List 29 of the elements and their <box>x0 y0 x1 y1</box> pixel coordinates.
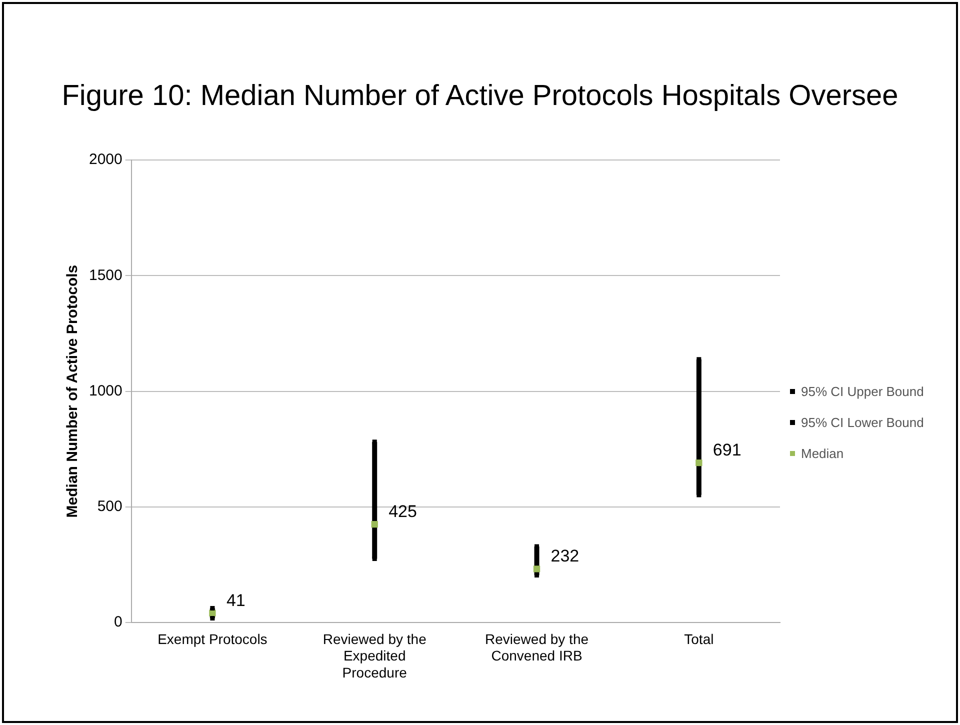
point <box>372 556 377 562</box>
point <box>696 357 702 362</box>
point <box>533 566 540 572</box>
point <box>372 440 377 444</box>
y-tick-label: 500 <box>97 498 122 516</box>
point <box>371 520 378 528</box>
data-label: 232 <box>550 546 580 566</box>
x-tick-label: Exempt Protocols <box>158 630 268 647</box>
point <box>696 459 702 466</box>
x-tick-label: Reviewed by the Convened IRB <box>485 630 589 664</box>
y-tick-label: 2000 <box>88 151 122 168</box>
point <box>534 572 540 578</box>
y-tick-label: 1500 <box>88 266 122 284</box>
point <box>210 616 215 620</box>
legend-label: 95% CI Lower Bound <box>801 414 924 432</box>
y-tick-label: 0 <box>114 614 122 631</box>
legend-label: Median <box>801 445 844 463</box>
legend-label: 95% CI Upper Bound <box>801 383 924 401</box>
point <box>534 544 540 549</box>
data-label: 425 <box>388 502 417 521</box>
chart-title: Figure 10: Median Number of Active Protocols Hospitals Oversee <box>60 79 900 114</box>
point <box>210 606 215 611</box>
data-label: 41 <box>226 590 246 610</box>
x-tick-label: Total <box>684 630 714 647</box>
point <box>696 492 702 498</box>
x-tick-label: Reviewed by the Expedited Procedure <box>322 630 427 680</box>
y-tick-label: 1000 <box>88 382 122 400</box>
y-axis-title: Median Number of Active Protocols <box>64 264 82 518</box>
data-label: 691 <box>712 440 742 460</box>
